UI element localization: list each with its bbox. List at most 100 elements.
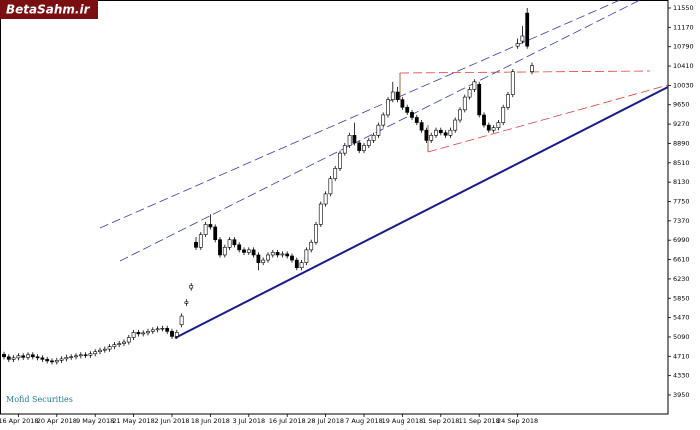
- candle-body: [11, 357, 16, 360]
- candle-body: [35, 356, 40, 359]
- y-tick-label: 4710: [673, 352, 690, 360]
- candle-body: [30, 354, 35, 358]
- candle-body: [414, 117, 419, 123]
- candle-body: [98, 349, 102, 353]
- candle-body: [357, 142, 362, 151]
- y-tick-label: 5850: [673, 294, 690, 302]
- candle-body: [520, 35, 525, 42]
- y-tick-label: 6610: [673, 256, 690, 264]
- candle-body: [74, 355, 78, 358]
- candle-body: [405, 106, 410, 113]
- y-tick-label: 4330: [673, 372, 690, 380]
- candle-body: [318, 203, 323, 225]
- candle-body: [251, 249, 256, 256]
- candle-body: [486, 124, 491, 131]
- x-tick-label: 1 Sep 2018: [422, 417, 459, 425]
- candle-body: [50, 360, 54, 363]
- candle-body: [530, 65, 534, 72]
- candle-body: [122, 341, 126, 344]
- candle-body: [117, 343, 122, 345]
- y-tick-label: 6990: [673, 236, 690, 244]
- y-tick-label: 7750: [673, 198, 690, 206]
- y-tick-label: 11170: [673, 23, 694, 31]
- candle-body: [333, 168, 338, 179]
- candle-body: [88, 353, 93, 356]
- candle-body: [16, 355, 21, 359]
- candle-body: [83, 354, 88, 356]
- candle-body: [304, 249, 309, 263]
- candle-body: [299, 262, 304, 268]
- candle-body: [261, 259, 266, 263]
- candle-body: [54, 360, 59, 363]
- y-tick-label: 7370: [673, 217, 690, 225]
- candle-body: [400, 99, 405, 108]
- candle-body: [347, 135, 352, 146]
- candle-body: [323, 193, 328, 205]
- candle-body: [59, 358, 64, 361]
- candle-body: [290, 255, 294, 261]
- candle-body: [482, 114, 486, 126]
- annotation: Mofid Securities: [6, 395, 73, 404]
- candle-body: [218, 239, 222, 256]
- candle-body: [448, 129, 453, 136]
- candle-body: [194, 241, 198, 248]
- candle-body: [246, 249, 251, 253]
- candle-body: [472, 81, 477, 90]
- candle-body: [6, 356, 11, 360]
- candle-body: [64, 357, 69, 360]
- candle-body: [477, 84, 482, 116]
- candle-body: [467, 89, 472, 98]
- candle-body: [150, 329, 155, 332]
- x-tick-label: 3 Jul 2018: [232, 417, 265, 425]
- candle-body: [438, 129, 443, 134]
- candle-body: [170, 331, 174, 337]
- candle-body: [184, 301, 189, 304]
- y-tick-label: 9650: [673, 101, 690, 109]
- candle-body: [107, 346, 112, 350]
- x-tick-label: 28 Jul 2018: [307, 417, 344, 425]
- candle-body: [189, 285, 194, 289]
- y-tick-label: 6230: [673, 275, 690, 283]
- candle-body: [458, 109, 462, 121]
- candle-body: [352, 135, 357, 144]
- candle-body: [314, 224, 318, 243]
- candle-body: [45, 359, 50, 362]
- candle-body: [410, 112, 414, 118]
- candle-body: [78, 354, 83, 357]
- candle-body: [222, 247, 227, 256]
- channel-line-upper: [99, 0, 621, 229]
- candle-body: [237, 244, 242, 251]
- y-tick-label: 9270: [673, 120, 690, 128]
- candle-body: [146, 331, 150, 334]
- x-tick-label: 2 Jun 2018: [155, 417, 190, 425]
- candle-body: [126, 337, 131, 343]
- logo: BetaSahm.ir: [6, 3, 91, 17]
- candle-body: [419, 122, 424, 131]
- candle-body: [366, 140, 371, 146]
- candle-body: [376, 124, 381, 136]
- candle-body: [2, 353, 6, 358]
- candle-body: [179, 315, 184, 326]
- candle-body: [362, 145, 366, 151]
- y-tick-label: 8510: [673, 159, 690, 167]
- x-tick-label: 16 Jul 2018: [269, 417, 306, 425]
- candle-body: [102, 348, 107, 351]
- candle-body: [141, 332, 146, 335]
- candle-body: [309, 241, 314, 251]
- candle-body: [280, 253, 285, 256]
- candle-body: [232, 239, 237, 246]
- candle-body: [242, 249, 246, 253]
- candle-body: [453, 119, 458, 131]
- candle-body: [93, 351, 98, 355]
- candle-body: [462, 96, 467, 111]
- plot-frame: [0, 0, 669, 415]
- candle-body: [443, 132, 448, 136]
- candle-body: [174, 332, 179, 337]
- candle-body: [491, 127, 496, 131]
- candle-body: [69, 356, 74, 358]
- candle-body: [496, 122, 501, 128]
- x-tick-label: 7 Aug 2018: [345, 417, 383, 425]
- candle-body: [160, 327, 165, 330]
- candle-body: [165, 327, 170, 332]
- candle-body: [501, 106, 506, 123]
